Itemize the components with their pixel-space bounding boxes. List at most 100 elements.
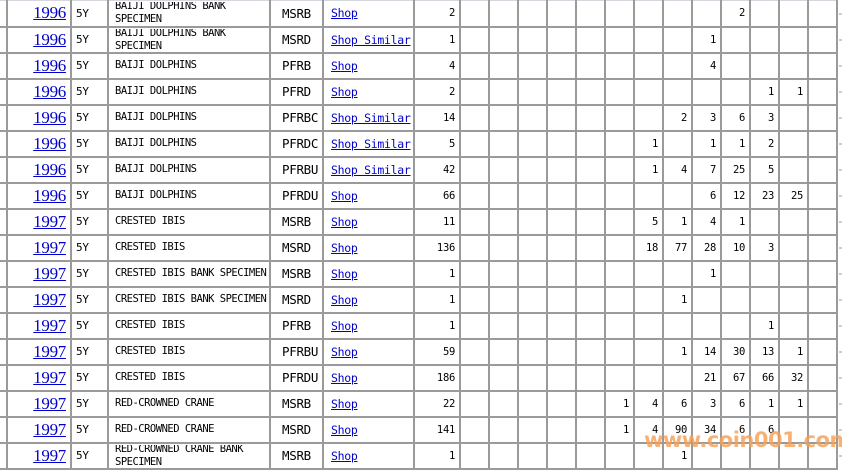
shop-link[interactable]: Shop (331, 370, 358, 385)
shop-link[interactable]: Shop (331, 214, 358, 229)
grade-count-cell (517, 77, 548, 106)
year-link[interactable]: 1996 (33, 3, 66, 23)
description-text: CRESTED IBIS (115, 371, 185, 383)
grade-count-cell (749, 0, 780, 28)
row-continuation-dash (839, 90, 842, 93)
shop-link[interactable]: Shop (331, 422, 358, 437)
grade-count-cell (604, 51, 635, 80)
shop-link[interactable]: Shop Similar (331, 110, 411, 125)
grade-count-cell (807, 51, 838, 80)
year-link[interactable]: 1996 (33, 55, 66, 75)
shop-link[interactable]: Shop (331, 84, 358, 99)
shop-link[interactable]: Shop (331, 266, 358, 281)
year-cell: 1997 (6, 363, 72, 392)
grade-count-cell (575, 311, 606, 340)
grade-count-cell (604, 155, 635, 184)
year-cell: 1997 (6, 207, 72, 236)
table-row: 1997 5Y CRESTED IBIS PFRBU Shop 59 1 14 30 13 1 (0, 337, 842, 366)
grade-count-cell (691, 0, 722, 28)
shop-link[interactable]: Shop (331, 188, 358, 203)
grade-count-cell: 3 (691, 389, 722, 418)
shop-link[interactable]: Shop (331, 292, 358, 307)
row-continuation-dash (839, 38, 842, 41)
grade-count-cell (633, 259, 664, 288)
grade-count-cell: 1 (749, 77, 780, 106)
year-link[interactable]: 1996 (33, 107, 66, 127)
shop-link[interactable]: Shop (331, 318, 358, 333)
grade-count-cell (807, 0, 838, 28)
year-cell: 1997 (6, 233, 72, 262)
left-edge-cell (0, 0, 8, 28)
denomination-cell: 5Y (70, 285, 109, 314)
right-edge-cell (836, 156, 842, 183)
grade-count-cell (488, 337, 519, 366)
grade-code-cell: PFRD (269, 77, 324, 106)
shop-link[interactable]: Shop Similar (331, 162, 411, 177)
shop-link[interactable]: Shop (331, 240, 358, 255)
year-link[interactable]: 1997 (33, 341, 66, 361)
year-link[interactable]: 1997 (33, 263, 66, 283)
year-link[interactable]: 1997 (33, 367, 66, 387)
grade-count-cell: 10 (720, 233, 751, 262)
grade-count-cell (459, 259, 490, 288)
year-link[interactable]: 1997 (33, 315, 66, 335)
year-link[interactable]: 1997 (33, 393, 66, 413)
grade-count-cell (604, 181, 635, 210)
year-link[interactable]: 1996 (33, 133, 66, 153)
year-cell: 1997 (6, 285, 72, 314)
table-row: 1997 5Y CRESTED IBIS PFRB Shop 1 1 (0, 311, 842, 340)
grade-count-cell (720, 259, 751, 288)
grade-count-cell: 1 (662, 441, 693, 470)
row-continuation-dash (839, 428, 842, 431)
shop-link[interactable]: Shop (331, 344, 358, 359)
left-edge-cell (0, 311, 8, 340)
grade-count-cell (546, 337, 577, 366)
row-continuation-dash (839, 12, 842, 15)
row-continuation-dash (839, 220, 842, 223)
shop-link[interactable]: Shop Similar (331, 32, 411, 47)
shop-link[interactable]: Shop (331, 396, 358, 411)
grade-count-cell: 1 (662, 337, 693, 366)
table-row: 1996 5Y BAIJI DOLPHINS BANK SPECIMEN MSRD Sh… (0, 25, 842, 54)
left-edge-cell (0, 363, 8, 392)
denomination-cell: 5Y (70, 415, 109, 444)
description-text: BAIJI DOLPHINS BANK SPECIMEN (115, 2, 226, 25)
grade-count-cell: 1 (691, 25, 722, 54)
grade-count-cell (488, 207, 519, 236)
year-link[interactable]: 1997 (33, 237, 66, 257)
year-link[interactable]: 1997 (33, 289, 66, 309)
shop-link[interactable]: Shop (331, 6, 358, 21)
grade-count-cell: 6 (691, 181, 722, 210)
year-link[interactable]: 1997 (33, 419, 66, 439)
grade-code-cell: MSRB (269, 441, 324, 470)
grade-count-cell (546, 415, 577, 444)
right-edge-cell (836, 442, 842, 469)
year-link[interactable]: 1997 (33, 445, 66, 465)
row-continuation-dash (839, 402, 842, 405)
grade-count-cell (604, 103, 635, 132)
denomination-cell: 5Y (70, 337, 109, 366)
grade-count-cell (633, 285, 664, 314)
grade-count-cell: 4 (633, 389, 664, 418)
year-link[interactable]: 1996 (33, 81, 66, 101)
grade-count-cell (459, 25, 490, 54)
right-edge-cell (836, 104, 842, 131)
year-link[interactable]: 1996 (33, 29, 66, 49)
year-link[interactable]: 1997 (33, 211, 66, 231)
shop-cell: Shop (322, 311, 415, 340)
grade-count-cell (575, 51, 606, 80)
left-edge-cell (0, 155, 8, 184)
shop-link[interactable]: Shop Similar (331, 136, 411, 151)
grade-count-cell (546, 285, 577, 314)
grade-count-cell (778, 51, 809, 80)
year-link[interactable]: 1996 (33, 185, 66, 205)
shop-link[interactable]: Shop (331, 448, 358, 463)
right-edge-cell (836, 364, 842, 391)
total-count-cell: 186 (413, 363, 461, 392)
description-cell: BAIJI DOLPHINS (107, 155, 271, 184)
grade-code-cell: PFRB (269, 311, 324, 340)
row-continuation-dash (839, 64, 842, 67)
year-link[interactable]: 1996 (33, 159, 66, 179)
shop-link[interactable]: Shop (331, 58, 358, 73)
grade-count-cell: 12 (720, 181, 751, 210)
